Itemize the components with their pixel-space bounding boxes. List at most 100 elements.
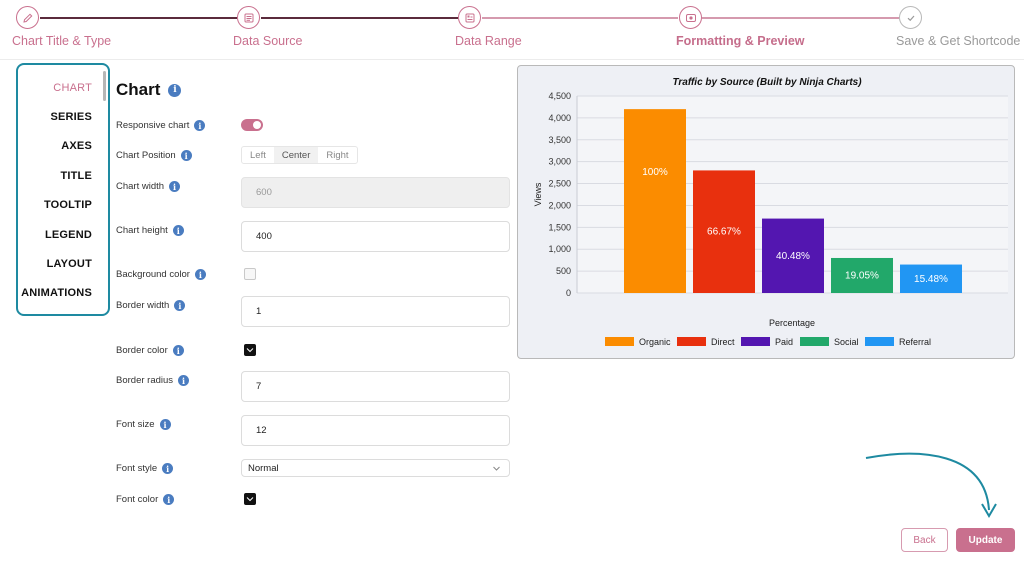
border-radius-input[interactable]: 7 [241, 371, 510, 402]
back-button[interactable]: Back [901, 528, 948, 552]
field-label-width: Chart width i [116, 181, 181, 192]
chart-width-input[interactable]: 600 [241, 177, 510, 208]
responsive-toggle[interactable] [241, 119, 263, 131]
font-style-select[interactable]: Normal [241, 459, 510, 477]
font-color-picker[interactable] [244, 493, 256, 505]
y-tick-label: 1,500 [548, 222, 571, 232]
legend-label: Paid [775, 337, 793, 347]
tab-series[interactable]: SERIES [50, 111, 92, 124]
field-label-font-size: Font size i [116, 419, 171, 430]
chevron-down-icon [493, 466, 500, 471]
bar-data-label: 100% [642, 167, 668, 178]
field-label-font-style: Font style i [116, 463, 174, 474]
info-icon[interactable]: i [162, 463, 174, 474]
field-label-background-color: Background color i [116, 269, 206, 280]
preview-icon[interactable] [679, 6, 702, 29]
bar-data-label: 66.67% [707, 227, 741, 238]
legend-label: Direct [711, 337, 735, 347]
step-label-data-source[interactable]: Data Source [233, 34, 303, 48]
data-range-icon[interactable] [458, 6, 481, 29]
info-icon[interactable]: i [172, 225, 184, 236]
legend-swatch [741, 337, 770, 346]
tab-tooltip[interactable]: TOOLTIP [43, 199, 92, 212]
info-icon[interactable]: i [174, 300, 186, 311]
y-tick-label: 3,500 [548, 135, 571, 145]
tab-animations[interactable]: ANIMATIONS [21, 287, 92, 300]
border-width-input[interactable]: 1 [241, 296, 510, 327]
info-icon[interactable]: i [178, 375, 190, 386]
info-icon[interactable]: i [159, 419, 171, 430]
input-value: 1 [256, 306, 262, 317]
check-icon[interactable] [899, 6, 922, 29]
info-icon[interactable]: i [194, 120, 206, 131]
y-axis-label: Views [533, 182, 543, 206]
field-label-border-color: Border color i [116, 345, 184, 356]
progress-stepper: Chart Title & Type Data Source Data Rang… [0, 0, 1024, 60]
update-button[interactable]: Update [956, 528, 1015, 552]
y-tick-label: 2,000 [548, 200, 571, 210]
info-icon[interactable]: i [194, 269, 206, 280]
label-text: Font style [116, 463, 158, 474]
tab-chart[interactable]: CHART [53, 81, 92, 94]
label-text: Border radius [116, 375, 174, 386]
tab-axes[interactable]: AXES [61, 140, 92, 153]
info-icon[interactable]: i [180, 150, 192, 161]
chart-position-segmented: Left Center Right [241, 146, 358, 164]
tab-legend[interactable]: LEGEND [44, 228, 92, 241]
panel-title: Chart i [116, 80, 182, 100]
chevron-down-icon [246, 497, 254, 502]
chart-title: Traffic by Source (Built by Ninja Charts… [672, 77, 862, 88]
step-connector [40, 17, 237, 19]
legend-label: Organic [639, 337, 671, 347]
label-text: Chart height [116, 225, 168, 236]
info-icon[interactable]: i [169, 181, 181, 192]
field-label-border-width: Border width i [116, 300, 186, 311]
label-text: Responsive chart [116, 120, 190, 131]
toggle-knob [253, 121, 261, 129]
position-right-option[interactable]: Right [326, 149, 349, 161]
font-size-input[interactable]: 12 [241, 415, 510, 446]
bar-data-label: 15.48% [914, 274, 948, 285]
step-connector [702, 17, 899, 19]
y-tick-label: 2,500 [548, 179, 571, 189]
step-label-save-shortcode[interactable]: Save & Get Shortcode [896, 34, 1021, 48]
position-left-option[interactable]: Left [250, 149, 266, 161]
chart-bar [900, 264, 962, 293]
info-icon[interactable]: i [168, 83, 182, 97]
field-label-position: Chart Position i [116, 150, 192, 161]
label-text: Border color [116, 345, 168, 356]
y-tick-label: 4,500 [548, 91, 571, 101]
y-tick-label: 500 [556, 266, 571, 276]
step-label-data-range[interactable]: Data Range [455, 34, 522, 48]
border-color-picker[interactable] [244, 344, 256, 356]
input-value: 7 [256, 381, 262, 392]
legend-swatch [800, 337, 829, 346]
info-icon[interactable]: i [172, 345, 184, 356]
data-source-icon[interactable] [237, 6, 260, 29]
tab-title[interactable]: TITLE [60, 169, 92, 182]
tab-layout[interactable]: LAYOUT [46, 258, 92, 271]
label-text: Background color [116, 269, 190, 280]
position-center-option[interactable]: Center [273, 147, 319, 163]
legend-swatch [865, 337, 894, 346]
pointer-arrow-icon [865, 452, 997, 518]
step-label-formatting-preview[interactable]: Formatting & Preview [676, 34, 805, 48]
info-icon[interactable]: i [163, 494, 175, 505]
background-color-picker[interactable] [244, 268, 256, 280]
step-connector [261, 17, 458, 19]
legend-swatch [605, 337, 634, 346]
legend-label: Social [834, 337, 859, 347]
chart-bar [624, 109, 686, 293]
chart-bar [762, 218, 824, 293]
bar-data-label: 40.48% [776, 251, 810, 262]
chart-bar [831, 257, 893, 293]
input-value: 12 [256, 425, 267, 436]
pencil-icon[interactable] [16, 6, 39, 29]
y-tick-label: 3,000 [548, 157, 571, 167]
tabnav-scrollbar[interactable] [103, 71, 106, 101]
label-text: Border width [116, 300, 170, 311]
field-label-height: Chart height i [116, 225, 184, 236]
chart-height-input[interactable]: 400 [241, 221, 510, 252]
step-label-title-type[interactable]: Chart Title & Type [12, 34, 112, 48]
step-connector [482, 17, 678, 19]
